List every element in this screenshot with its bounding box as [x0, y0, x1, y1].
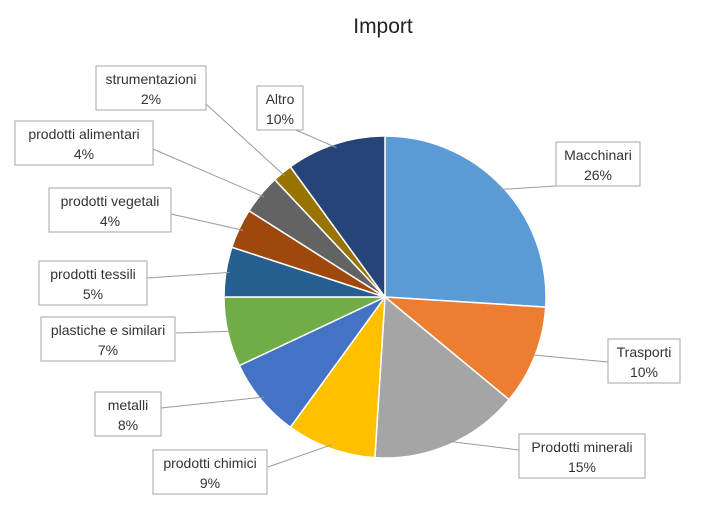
leader-lines — [146, 103, 609, 468]
data-label: Prodotti minerali 15% — [518, 433, 646, 479]
pie-slice-prodotti-minerali — [374, 295, 511, 459]
data-label-box — [518, 433, 646, 479]
data-label-percent: 10% — [630, 364, 658, 380]
data-label-box — [40, 316, 176, 362]
leader-line — [530, 354, 609, 363]
data-label-percent: 7% — [98, 342, 118, 358]
leader-line — [175, 330, 232, 334]
data-label-name: Prodotti minerali — [531, 439, 632, 455]
data-label: Altro 10% — [256, 85, 304, 131]
data-label-percent: 9% — [200, 475, 220, 491]
data-label-box — [48, 187, 172, 233]
data-label: Macchinari 26% — [555, 141, 641, 187]
data-label: plastiche e similari 7% — [40, 316, 176, 362]
data-label-name: metalli — [108, 397, 148, 413]
data-label-name: prodotti tessili — [50, 266, 136, 282]
data-label-name: Macchinari — [564, 147, 632, 163]
data-label: prodotti chimici 9% — [152, 449, 268, 495]
chart-title: Import — [353, 15, 413, 38]
data-label-percent: 4% — [74, 146, 94, 162]
data-label: strumentazioni 2% — [95, 65, 207, 111]
data-label-box — [256, 85, 304, 131]
data-label: Trasporti 10% — [607, 338, 681, 384]
data-label-percent: 15% — [568, 459, 596, 475]
data-label-box — [152, 449, 268, 495]
pie-slice-trasporti — [382, 296, 547, 401]
data-label-name: strumentazioni — [105, 71, 196, 87]
leader-line — [152, 148, 265, 198]
data-label: metalli 8% — [94, 391, 162, 437]
data-label-box — [95, 65, 207, 111]
data-label-percent: 4% — [100, 213, 120, 229]
data-label-box — [14, 120, 154, 166]
leader-line — [170, 213, 244, 231]
data-label-percent: 2% — [141, 91, 161, 107]
leader-line — [447, 440, 520, 451]
data-label: prodotti alimentari 4% — [14, 120, 154, 166]
leader-line — [267, 444, 332, 468]
pie-slices — [223, 135, 547, 459]
data-label-name: prodotti vegetali — [61, 193, 160, 209]
leader-line — [160, 396, 265, 409]
data-label: prodotti tessili 5% — [38, 260, 148, 306]
data-label-percent: 10% — [266, 111, 294, 127]
pie-slice-macchinari — [384, 135, 547, 308]
data-label-name: plastiche e similari — [51, 322, 165, 338]
data-labels: Macchinari 26% Trasporti 10% Prodotti minera… — [14, 65, 681, 495]
data-label-name: prodotti alimentari — [28, 126, 139, 142]
pie-slice-altro — [289, 135, 386, 300]
data-label: prodotti vegetali 4% — [48, 187, 172, 233]
leader-line — [499, 185, 557, 190]
leader-line — [295, 129, 337, 149]
data-label-box — [607, 338, 681, 384]
data-label-name: prodotti chimici — [163, 455, 256, 471]
pie-slice-prodotti-chimici — [289, 294, 386, 459]
data-label-percent: 8% — [118, 417, 138, 433]
data-label-box — [38, 260, 148, 306]
data-label-percent: 5% — [83, 286, 103, 302]
data-label-box — [94, 391, 162, 437]
data-label-box — [555, 141, 641, 187]
leader-line — [205, 103, 286, 177]
data-label-name: Altro — [266, 91, 295, 107]
leader-line — [146, 271, 230, 279]
data-label-name: Trasporti — [617, 344, 672, 360]
data-label-percent: 26% — [584, 167, 612, 183]
